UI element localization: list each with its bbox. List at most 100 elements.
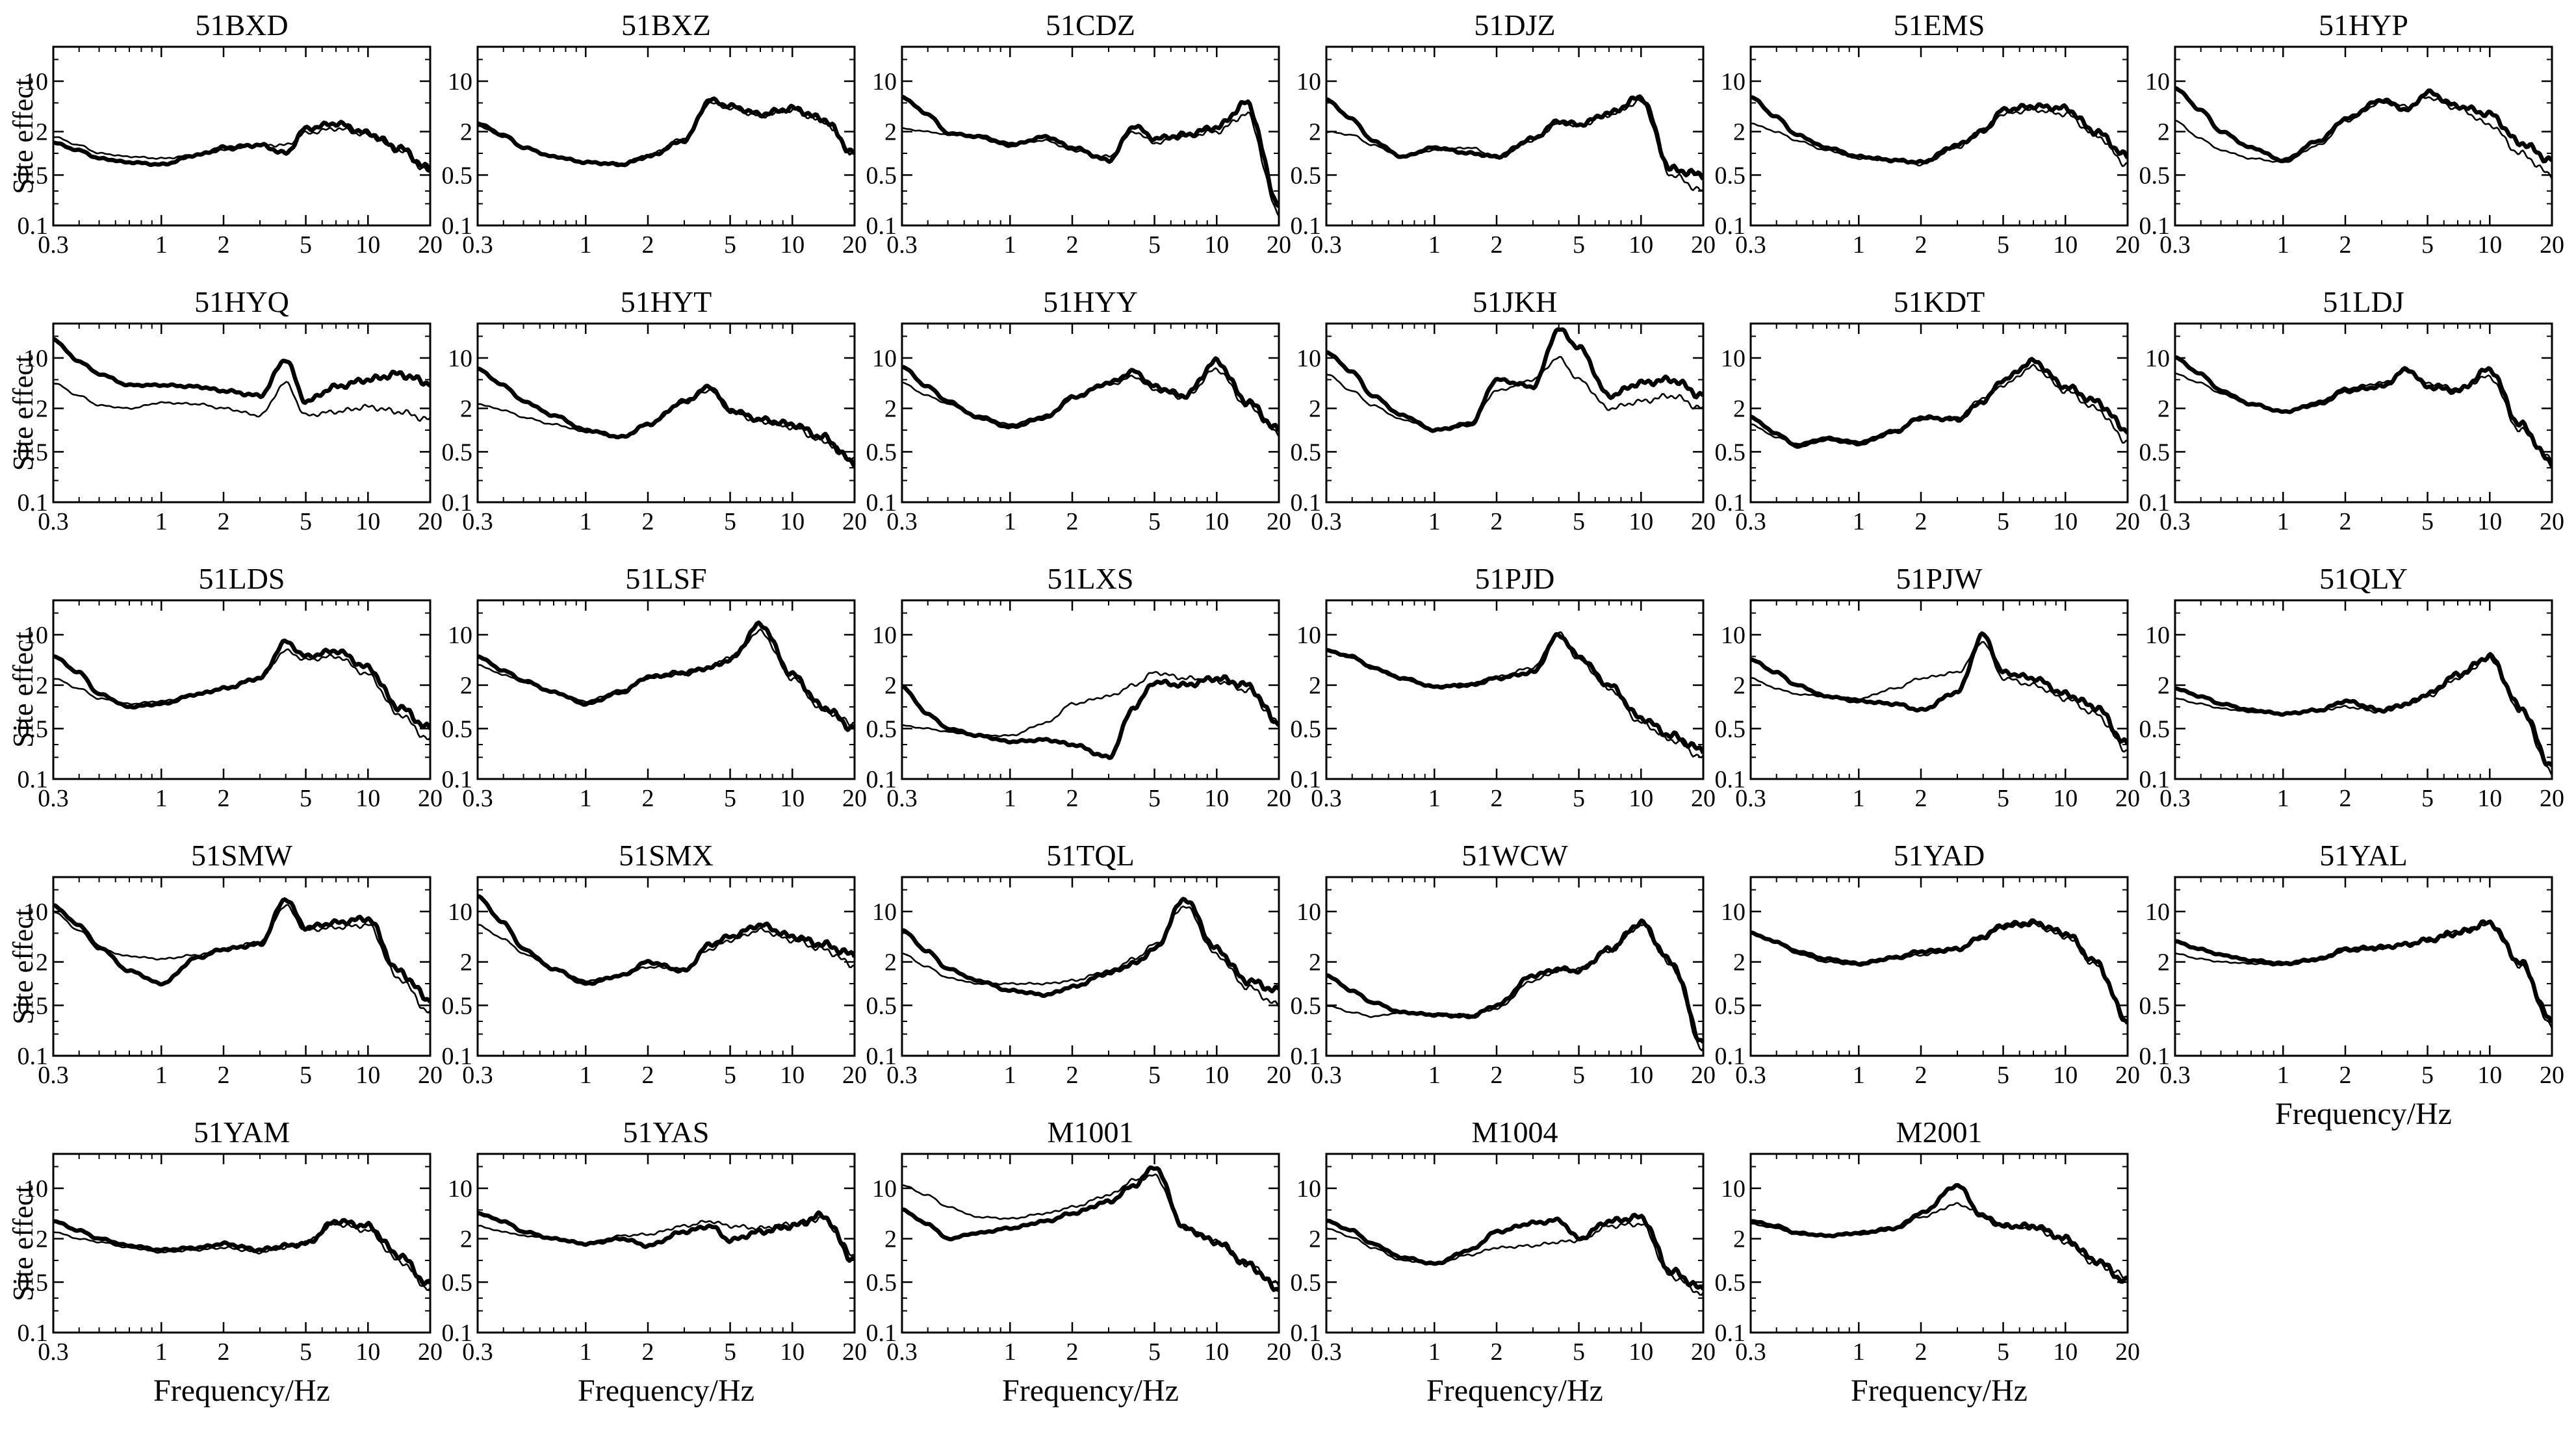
x-tick-label: 10 (2477, 508, 2502, 535)
panel-frame (52, 45, 431, 227)
panel-title: 51YAD (1894, 839, 1985, 872)
panel-title: 51QLY (2319, 562, 2408, 595)
x-tick-label: 2 (1066, 1338, 1079, 1366)
y-tick-label: 10 (23, 345, 48, 372)
y-tick-label: 10 (1296, 68, 1321, 96)
series-line-thin (1751, 363, 2128, 445)
y-tick-label: 0.1 (1715, 489, 1746, 517)
series-line-thick (2175, 86, 2552, 164)
panel-title: M1004 (1472, 1116, 1558, 1149)
panel-frame (1325, 322, 1705, 504)
y-tick-label: 2 (884, 672, 897, 700)
x-tick-label: 5 (300, 1338, 312, 1366)
x-tick-label: 20 (2115, 1338, 2140, 1366)
y-tick-label: 0.1 (1715, 1320, 1746, 1347)
y-tick-label: 0.5 (18, 439, 49, 466)
x-tick-label: 0.3 (886, 1338, 918, 1366)
y-tick-label: 2 (36, 119, 48, 146)
panel-title: 51EMS (1894, 8, 1985, 42)
x-tick-label: 2 (1915, 1338, 1927, 1366)
x-tick-label: 20 (2115, 785, 2140, 812)
panel-frame (1749, 599, 2129, 780)
x-tick-label: 10 (2053, 231, 2078, 259)
x-tick-label: 5 (1148, 508, 1161, 535)
panel-51jkh: 51JKH 0.3 1 2 5 10 20 0.1 0.5 2 10 (1291, 285, 1716, 535)
panel-frame (901, 599, 1280, 780)
x-tick-label: 5 (1997, 508, 2009, 535)
x-tick-label: 1 (1853, 785, 1865, 812)
panel-51ldj: 51LDJ 0.3 1 2 5 10 20 0.1 0.5 2 10 (2139, 285, 2565, 535)
x-tick-label: 0.3 (886, 508, 918, 535)
x-tick-label: 1 (155, 231, 168, 259)
y-tick-label: 10 (1721, 1175, 1745, 1203)
y-tick-label: 2 (460, 396, 472, 423)
y-tick-label: 0.5 (442, 992, 473, 1019)
panel-frame (476, 45, 856, 227)
x-tick-label: 5 (724, 1338, 736, 1366)
y-tick-label: 2 (460, 1226, 472, 1253)
y-tick-label: 2 (1309, 1226, 1321, 1253)
y-tick-label: 10 (1721, 68, 1745, 96)
panel-frame (1325, 599, 1705, 780)
y-tick-label: 2 (1733, 949, 1745, 977)
x-tick-label: 20 (1691, 508, 1716, 535)
y-tick-label: 0.1 (1715, 212, 1746, 240)
y-tick-label: 0.1 (442, 212, 473, 240)
panel-title: 51CDZ (1046, 8, 1135, 42)
panel-51smx: 51SMX 0.3 1 2 5 10 20 0.1 0.5 2 10 (442, 839, 868, 1089)
panel-title: 51HYY (1043, 285, 1138, 318)
y-tick-label: 10 (1721, 899, 1745, 926)
x-tick-label: 10 (1629, 1062, 1653, 1089)
x-tick-label: 20 (1691, 1338, 1716, 1366)
y-tick-label: 0.1 (2139, 212, 2170, 240)
panel-51hyp: 51HYP 0.3 1 2 5 10 20 0.1 0.5 2 10 (2139, 8, 2565, 259)
x-tick-label: 2 (642, 785, 654, 812)
y-tick-label: 10 (23, 68, 48, 96)
series-line-thick (902, 897, 1279, 999)
x-tick-label: 0.3 (1311, 231, 1342, 259)
series-line-thick (53, 337, 430, 405)
y-axis-label: Site effect (7, 78, 39, 194)
panel-frame (52, 599, 431, 780)
x-tick-label: 10 (1204, 1338, 1229, 1366)
x-tick-label: 5 (724, 231, 736, 259)
y-tick-label: 10 (872, 622, 897, 649)
series-line-thick (53, 1218, 430, 1286)
panel-frame (476, 599, 856, 780)
series-line-thin (478, 101, 855, 166)
x-tick-label: 2 (1066, 1062, 1079, 1089)
x-tick-label: 5 (2421, 785, 2434, 812)
panel-51yal: 51YAL 0.3 1 2 5 10 20 0.1 0.5 2 10 (2139, 839, 2565, 1089)
series-line-thin (1326, 1222, 1703, 1296)
panel-title: 51LDS (199, 562, 285, 595)
panel-frame (901, 1153, 1280, 1334)
x-tick-label: 0.3 (38, 508, 69, 535)
panel-51wcw: 51WCW 0.3 1 2 5 10 20 0.1 0.5 2 10 (1291, 839, 1716, 1089)
x-tick-label: 20 (1691, 785, 1716, 812)
y-tick-label: 0.5 (866, 992, 897, 1019)
x-tick-label: 1 (1853, 1338, 1865, 1366)
y-tick-label: 0.1 (1291, 212, 1322, 240)
series-line-thin (902, 1173, 1279, 1287)
panel-frame (476, 322, 856, 504)
x-tick-label: 0.3 (1311, 785, 1342, 812)
y-tick-label: 0.1 (442, 766, 473, 793)
y-tick-label: 10 (448, 1175, 472, 1203)
x-tick-label: 0.3 (886, 785, 918, 812)
x-tick-label: 2 (2339, 785, 2352, 812)
x-tick-label: 20 (842, 231, 867, 259)
x-tick-label: 10 (2053, 1338, 2078, 1366)
x-tick-label: 20 (2115, 508, 2140, 535)
x-tick-label: 10 (2053, 785, 2078, 812)
x-tick-label: 1 (580, 508, 592, 535)
x-tick-label: 0.3 (1735, 1338, 1766, 1366)
y-tick-label: 0.1 (1291, 489, 1322, 517)
x-tick-label: 2 (1491, 231, 1503, 259)
y-tick-label: 0.1 (866, 1320, 897, 1347)
x-tick-label: 0.3 (38, 1338, 69, 1366)
y-tick-label: 0.5 (442, 715, 473, 743)
y-tick-label: 2 (884, 949, 897, 977)
panel-51lxs: 51LXS 0.3 1 2 5 10 20 0.1 0.5 2 10 (866, 562, 1292, 812)
